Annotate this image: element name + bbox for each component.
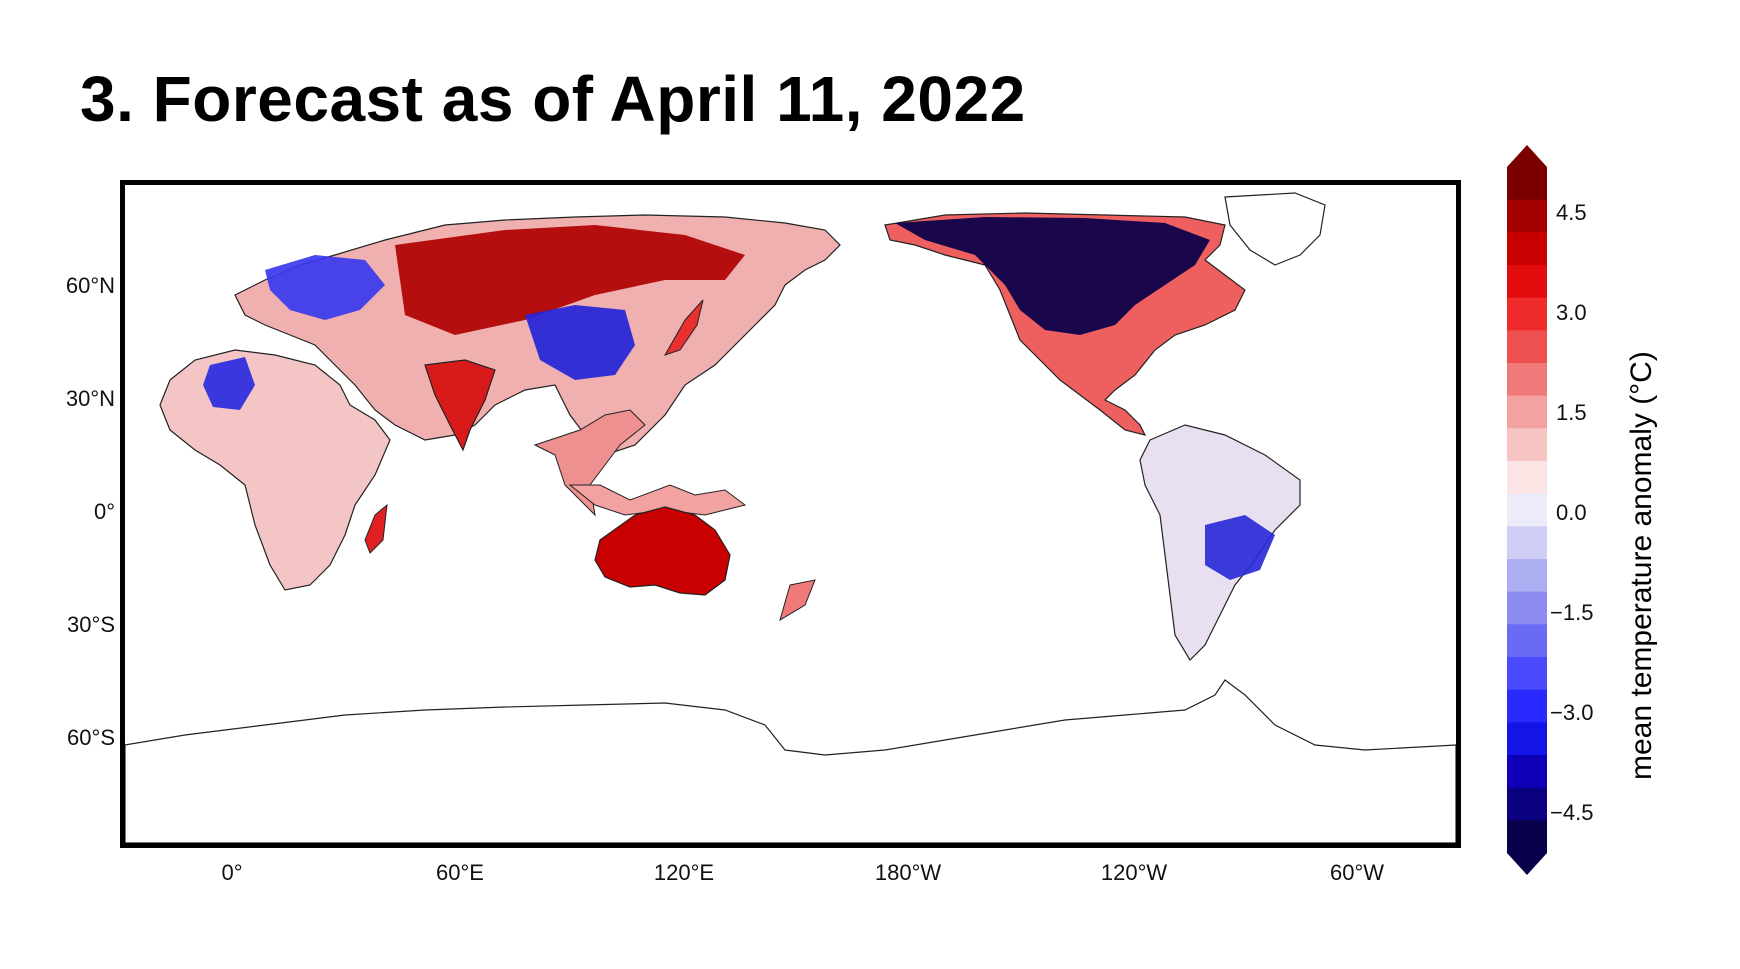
colorbar [1507,145,1547,875]
lon-label-120e: 120°E [653,860,715,885]
land-greenland [1224,192,1326,266]
colorbar-segment [1507,395,1547,429]
lat-label-30s: 30°S [67,612,115,637]
lon-label-180w: 180°W [874,860,942,885]
land-se-asia [533,409,646,517]
map-frame [120,180,1461,848]
lon-label-120w: 120°W [1100,860,1168,885]
land-japan [663,299,704,356]
colorbar-segment [1507,624,1547,658]
lon-label-60w: 60°W [1329,860,1385,885]
colorbar-segment [1507,297,1547,331]
colorbar-label: mean temperature anomaly (°C) [1625,351,1658,780]
colorbar-segment [1507,755,1547,789]
colorbar-segment [1507,167,1547,201]
anomaly-china [525,305,635,380]
colorbar-tick: 4.5 [1556,200,1587,225]
page-title: 3. Forecast as of April 11, 2022 [80,63,1026,135]
colorbar-segment [1507,232,1547,266]
lat-label-60s: 60°S [67,725,115,750]
colorbar-segment [1507,461,1547,495]
colorbar-segment [1507,820,1547,854]
land-india [424,359,496,452]
colorbar-segment [1507,363,1547,397]
anomaly-argentina [1205,515,1275,580]
anomaly-europe [265,255,385,320]
land-new-zealand [779,579,816,622]
colorbar-tick: 1.5 [1556,400,1587,425]
colorbar-segment [1507,526,1547,560]
colorbar-extend-max [1507,145,1547,167]
colorbar-segment [1507,689,1547,723]
colorbar-tick: 0.0 [1556,500,1587,525]
land-madagascar [364,503,388,554]
temperature-anomaly-map [125,192,1456,843]
anomaly-australia [620,520,720,580]
colorbar-segment [1507,591,1547,625]
colorbar-tick: −4.5 [1550,800,1594,825]
colorbar-tick: −3.0 [1550,700,1594,725]
land-indonesia [568,484,747,516]
colorbar-segment [1507,657,1547,691]
lat-label-0: 0° [93,499,115,524]
anomaly-north-america-north [895,217,1210,335]
colorbar-segment [1507,428,1547,462]
land-antarctica [125,679,1456,843]
colorbar-segment [1507,493,1547,527]
colorbar-segment [1507,330,1547,364]
land-africa [159,349,391,591]
anomaly-overlay [203,217,1275,580]
colorbar-extend-min [1507,853,1547,875]
anomaly-sahara-west [203,357,255,410]
colorbar-segment [1507,787,1547,821]
colorbar-segment [1507,559,1547,593]
lat-label-30n: 30°N [65,386,115,411]
colorbar-tick: −1.5 [1550,600,1594,625]
colorbar-tick: 3.0 [1556,300,1587,325]
lat-label-60n: 60°N [65,273,115,298]
anomaly-siberia [395,225,745,335]
lon-label-0: 0° [221,860,243,885]
colorbar-segment [1507,199,1547,233]
colorbar-segment [1507,722,1547,756]
lon-label-60e: 60°E [436,860,484,885]
colorbar-segment [1507,265,1547,299]
